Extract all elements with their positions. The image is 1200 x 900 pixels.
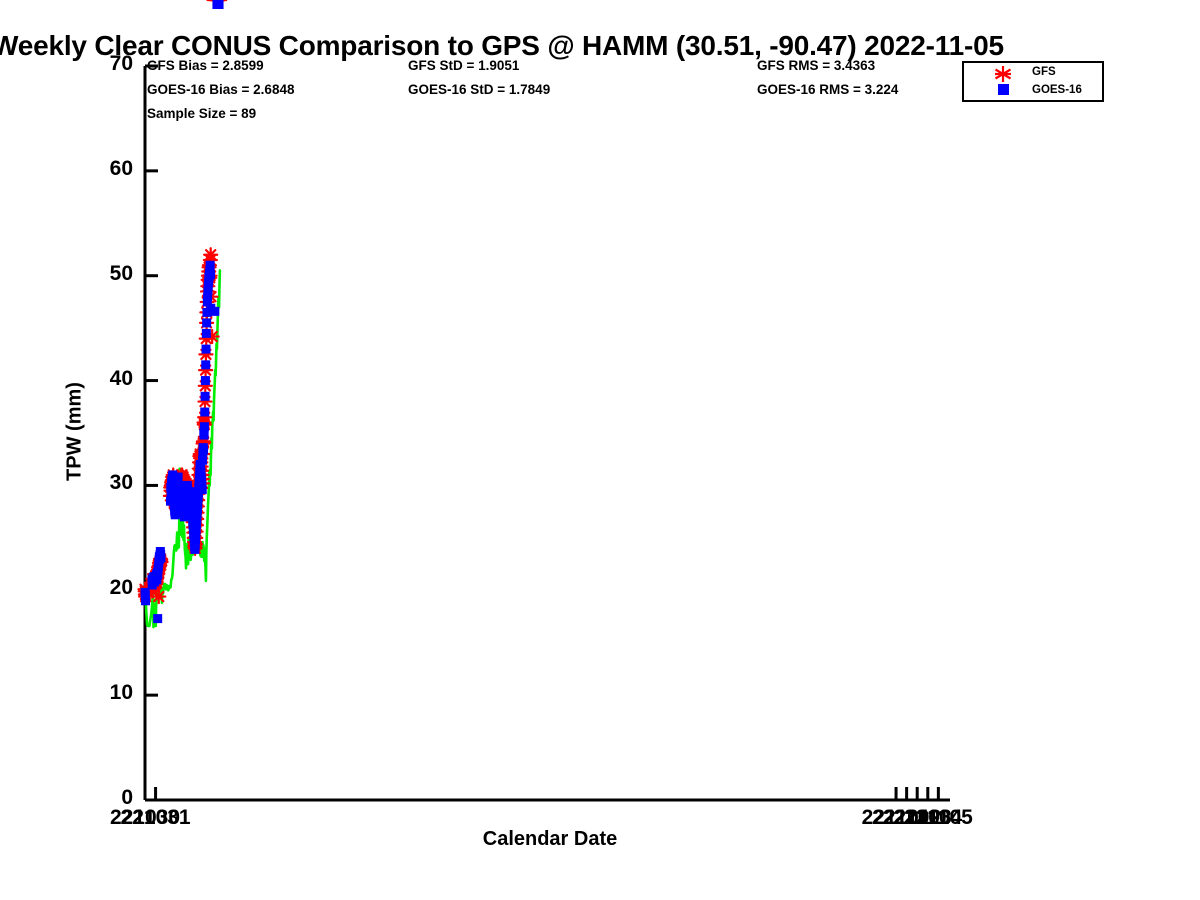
data-series [137,0,228,629]
stat-goes-std: GOES-16 StD = 1.7849 [408,82,551,97]
axes [143,64,950,802]
x-tick-label: 221105 [903,806,973,829]
stat-gfs-rms: GFS RMS = 3.4363 [757,58,876,73]
page-title: Weekly Clear CONUS Comparison to GPS @ H… [0,30,1004,61]
y-tick-label: 50 [109,261,133,285]
y-tick-label: 70 [109,52,133,75]
x-tick-label: 221030 [109,806,181,829]
x-tick-label: 221101 [861,806,931,829]
y-tick-label: 30 [109,471,133,495]
x-tick-label: 221031 [120,806,191,829]
legend-label-goes: GOES-16 [1032,84,1082,96]
x-tick-label: 221104 [893,806,963,829]
square-marker-icon [998,84,1009,95]
y-tick-label: 40 [109,366,133,390]
y-tick-label: 60 [109,156,133,180]
stat-goes-bias: GOES-16 Bias = 2.6848 [147,82,295,97]
x-tick-label: 221102 [872,806,942,829]
stat-gfs-bias: GFS Bias = 2.8599 [147,58,264,73]
y-axis-title: TPW (mm) [63,382,86,481]
legend-label-gfs: GFS [1032,66,1056,78]
legend: GFS GOES-16 [962,61,1104,102]
stat-gfs-std: GFS StD = 1.9051 [408,58,520,73]
x-tick-label: 221103 [882,806,952,829]
stat-sample-size: Sample Size = 89 [147,106,257,121]
y-tick-label: 0 [121,786,133,809]
stat-goes-rms: GOES-16 RMS = 3.224 [757,82,899,97]
asterisk-marker-icon [994,66,1012,82]
y-tick-label: 20 [109,576,133,600]
y-tick-label: 10 [109,681,133,705]
x-axis-title: Calendar Date [482,828,618,850]
